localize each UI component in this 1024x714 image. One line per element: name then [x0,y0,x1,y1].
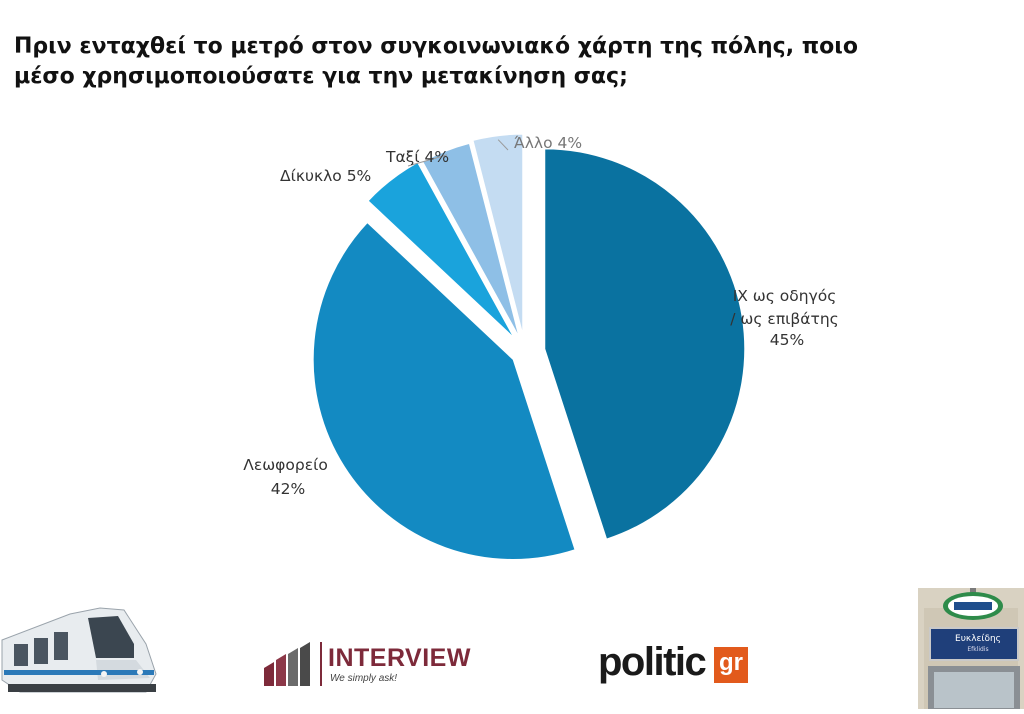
label-ix-value: 45% [770,331,804,349]
label-other-name: Άλλο [514,134,553,152]
chart-title: Πριν ενταχθεί το μετρό στον συγκοινωνιακ… [14,34,858,89]
interview-bars-icon [264,642,310,686]
label-taxi: Ταξί 4% [385,148,449,166]
leader-lines [407,139,509,167]
label-motorbike: Δίκυκλο 5% [280,167,371,185]
interview-logo: INTERVIEW We simply ask! [262,642,482,688]
label-bus-value: 42% [271,480,305,498]
slice-motorbike [367,161,515,339]
label-bus-name: Λεωφορείο [243,456,328,474]
slice-labels: ΙΧ ως οδηγός / ως επιβάτης 45% Λεωφορείο… [243,134,843,498]
label-taxi-name: Ταξί [385,148,420,166]
label-other-value: 4% [558,134,583,152]
pie-slices [312,133,746,560]
label-bus: Λεωφορείο 42% [243,456,333,498]
label-ix-line2: / ως επιβάτης [730,310,838,328]
politic-word: politic [598,640,707,684]
label-ix-line1: ΙΧ ως οδηγός [733,287,837,305]
metro-train-image [1,607,157,693]
station-name-latin: Efklidis [967,646,989,653]
slice-other [472,133,524,335]
label-motorbike-name: Δίκυκλο [280,167,342,185]
interview-name: INTERVIEW [328,644,471,672]
metro-station-sign-image: Ευκλείδης Efklidis [918,588,1024,714]
label-motorbike-value: 5% [347,167,372,185]
label-other: Άλλο 4% [514,134,582,152]
interview-divider [320,642,322,686]
slice-bus [312,221,576,560]
interview-tagline: We simply ask! [330,673,398,684]
politic-suffix: gr [714,647,748,683]
slice-ix [544,148,746,540]
leader-line-taxi [407,154,448,167]
label-ix: ΙΧ ως οδηγός / ως επιβάτης 45% [730,287,843,349]
leader-line-other [497,139,509,151]
label-taxi-value: 4% [425,148,450,166]
station-name: Ευκλείδης [955,634,1001,644]
